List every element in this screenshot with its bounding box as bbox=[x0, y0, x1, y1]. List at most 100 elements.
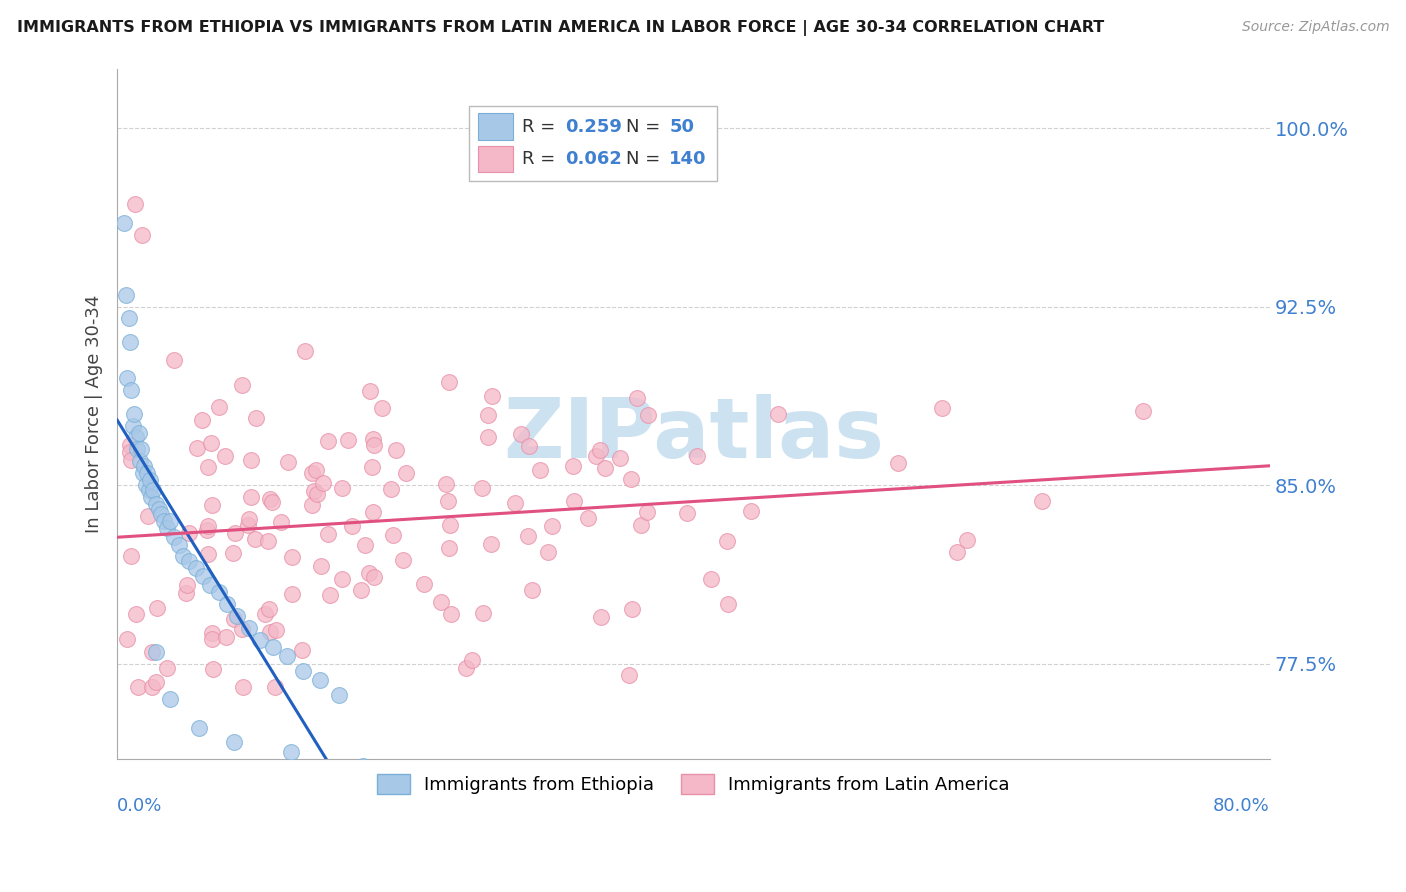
Point bbox=[392, 553, 415, 567]
Point bbox=[700, 573, 723, 587]
Point bbox=[350, 583, 373, 598]
Point bbox=[437, 494, 460, 508]
Point bbox=[371, 401, 394, 415]
Point bbox=[238, 512, 260, 526]
Point bbox=[224, 525, 246, 540]
Point bbox=[281, 550, 304, 565]
Point bbox=[122, 418, 145, 433]
Point bbox=[740, 504, 762, 518]
Point bbox=[717, 597, 740, 611]
Point bbox=[352, 759, 374, 773]
Point bbox=[479, 537, 502, 551]
Point bbox=[430, 595, 453, 609]
Point bbox=[172, 549, 194, 564]
Point bbox=[562, 493, 585, 508]
Point bbox=[201, 632, 224, 646]
Point bbox=[191, 568, 214, 582]
Point bbox=[127, 442, 149, 457]
Point bbox=[630, 518, 652, 533]
Text: ZIPatlas: ZIPatlas bbox=[503, 394, 884, 475]
Point bbox=[481, 389, 503, 403]
Point bbox=[766, 407, 789, 421]
Point bbox=[117, 311, 139, 326]
Text: 0.062: 0.062 bbox=[565, 150, 623, 168]
Point bbox=[636, 505, 658, 519]
Point bbox=[167, 537, 190, 551]
Point bbox=[537, 544, 560, 558]
Point bbox=[637, 408, 659, 422]
Point bbox=[114, 287, 136, 301]
Point bbox=[588, 443, 610, 458]
Point bbox=[145, 497, 167, 511]
Point bbox=[176, 578, 198, 592]
Point bbox=[262, 495, 284, 509]
Text: N =: N = bbox=[626, 119, 665, 136]
Point bbox=[471, 481, 494, 495]
Point bbox=[198, 578, 221, 592]
Point bbox=[145, 645, 167, 659]
Point bbox=[236, 518, 259, 533]
Point bbox=[259, 602, 281, 616]
Point bbox=[360, 459, 382, 474]
Point bbox=[437, 375, 460, 389]
Point bbox=[141, 645, 163, 659]
Point bbox=[245, 411, 267, 425]
Point bbox=[163, 353, 186, 368]
Point bbox=[294, 343, 316, 358]
Point bbox=[686, 449, 709, 463]
Point bbox=[609, 451, 631, 466]
Point bbox=[576, 511, 599, 525]
Point bbox=[309, 673, 332, 688]
Point bbox=[354, 538, 377, 552]
Point bbox=[156, 521, 179, 535]
Point bbox=[115, 371, 138, 385]
Point bbox=[214, 449, 236, 463]
Point bbox=[134, 458, 156, 473]
Point bbox=[264, 681, 287, 695]
Point bbox=[503, 496, 526, 510]
Point bbox=[259, 624, 281, 639]
Point bbox=[291, 664, 314, 678]
Text: 0.0%: 0.0% bbox=[117, 797, 163, 814]
Point bbox=[145, 675, 167, 690]
Point bbox=[259, 491, 281, 506]
Point bbox=[301, 466, 323, 480]
Point bbox=[120, 444, 142, 458]
Text: 50: 50 bbox=[669, 119, 695, 136]
Point bbox=[177, 526, 200, 541]
Point bbox=[956, 533, 979, 548]
Bar bbox=[478, 113, 513, 140]
Y-axis label: In Labor Force | Age 30-34: In Labor Force | Age 30-34 bbox=[86, 294, 103, 533]
Point bbox=[125, 430, 148, 444]
Point bbox=[454, 660, 477, 674]
Point bbox=[264, 624, 287, 638]
Point bbox=[112, 216, 135, 230]
Point bbox=[256, 533, 278, 548]
Point bbox=[276, 649, 298, 664]
Point bbox=[232, 681, 254, 695]
Point bbox=[477, 408, 499, 422]
Point bbox=[280, 745, 302, 759]
Point bbox=[215, 630, 238, 644]
Point bbox=[177, 554, 200, 568]
Point bbox=[186, 441, 208, 455]
Point bbox=[240, 490, 263, 504]
Point bbox=[357, 566, 380, 581]
Point bbox=[302, 483, 325, 498]
Text: 80.0%: 80.0% bbox=[1213, 797, 1270, 814]
Point bbox=[243, 532, 266, 546]
Point bbox=[585, 449, 607, 463]
Bar bbox=[478, 145, 513, 172]
Point bbox=[201, 498, 224, 512]
Point bbox=[340, 519, 363, 533]
Text: IMMIGRANTS FROM ETHIOPIA VS IMMIGRANTS FROM LATIN AMERICA IN LABOR FORCE | AGE 3: IMMIGRANTS FROM ETHIOPIA VS IMMIGRANTS F… bbox=[17, 20, 1104, 36]
Point bbox=[231, 622, 253, 636]
Point bbox=[1031, 493, 1053, 508]
Text: R =: R = bbox=[522, 119, 561, 136]
Point bbox=[529, 463, 551, 477]
Point bbox=[153, 514, 176, 528]
Point bbox=[316, 526, 339, 541]
Point bbox=[589, 609, 612, 624]
Point bbox=[124, 197, 146, 211]
Point bbox=[222, 546, 245, 560]
